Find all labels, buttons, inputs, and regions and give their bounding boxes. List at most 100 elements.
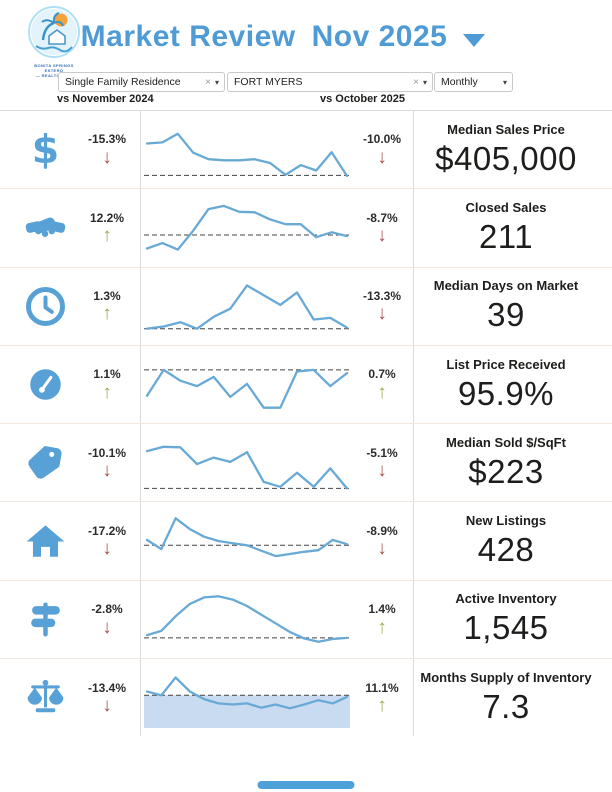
- metric-label: Median Sold $/SqFt: [446, 434, 566, 450]
- yoy-trend-arrow-icon: ↓: [102, 616, 112, 638]
- sparkline-chart: [144, 368, 350, 409]
- metric-row: 1.3% ↑ -13.3% ↓ Median Days on Market 39: [0, 266, 612, 345]
- signpost-icon: [12, 598, 78, 641]
- frequency-value: Monthly: [441, 76, 478, 88]
- mom-change: -8.7% ↓: [351, 211, 413, 245]
- frequency-select[interactable]: Monthly ▾: [434, 72, 513, 92]
- logo-org-name: BONITA SPRINGS ESTERO: [34, 63, 74, 74]
- mom-change: -5.1% ↓: [351, 446, 413, 480]
- metric-label: New Listings: [465, 513, 547, 529]
- yoy-change: -13.4% ↓: [78, 681, 136, 715]
- sparkline: [141, 433, 351, 493]
- location-value: FORT MYERS: [234, 76, 303, 88]
- sparkline-chart: [144, 284, 350, 331]
- dollar-icon: $: [12, 128, 78, 171]
- mom-trend-arrow-icon: ↑: [377, 616, 387, 638]
- brand-logo: BONITA SPRINGS ESTERO — REALTORS —: [26, 6, 82, 79]
- metric-value: 7.3: [482, 687, 530, 725]
- yoy-trend-arrow-icon: ↓: [102, 538, 112, 560]
- logo-org-suffix: — REALTORS —: [35, 73, 73, 79]
- mom-trend-arrow-icon: ↑: [377, 381, 387, 403]
- mom-trend-arrow-icon: ↓: [377, 225, 387, 247]
- handshake-icon: [12, 206, 78, 249]
- sparkline: [141, 120, 351, 180]
- yoy-percent: 1.3%: [93, 289, 121, 304]
- mom-percent: -8.7%: [366, 210, 398, 225]
- sparkline: [141, 276, 351, 336]
- mom-percent: -10.0%: [362, 132, 402, 147]
- metric-value: 39: [487, 296, 525, 334]
- sparkline-chart: [144, 517, 350, 558]
- mom-trend-arrow-icon: ↑: [377, 694, 387, 716]
- report-period: Nov 2025: [311, 20, 448, 53]
- metric-value: 1,545: [463, 609, 549, 647]
- metric-label: List Price Received: [446, 356, 566, 372]
- sparkline-chart: [144, 132, 350, 177]
- metric-value: $405,000: [435, 139, 577, 177]
- metric-row: 12.2% ↑ -8.7% ↓ Closed Sales 211: [0, 188, 612, 267]
- compare-yoy-header: vs November 2024: [57, 93, 154, 105]
- tag-icon: [12, 441, 78, 484]
- mom-change: -10.0% ↓: [351, 132, 413, 166]
- metric-row: -2.8% ↓ 1.4% ↑ Active Inventory 1,545: [0, 579, 612, 659]
- metric-row: -10.1% ↓ -5.1% ↓ Median Sold $/SqFt $223: [0, 423, 612, 502]
- sparkline-chart: [144, 204, 350, 251]
- yoy-trend-arrow-icon: ↓: [102, 146, 112, 168]
- mom-trend-arrow-icon: ↓: [377, 303, 387, 325]
- metric-label: Median Sales Price: [447, 121, 565, 137]
- mom-percent: 0.7%: [368, 367, 396, 382]
- realtor-logo-icon: [28, 6, 80, 58]
- property-type-select[interactable]: Single Family Residence × ▾: [58, 72, 225, 92]
- metric-row: 1.1% ↑ 0.7% ↑ List Price Received 95.9%: [0, 344, 612, 424]
- clear-icon[interactable]: ×: [205, 76, 211, 88]
- yoy-change: 12.2% ↑: [78, 211, 136, 245]
- sparkline: [141, 511, 351, 571]
- mom-trend-arrow-icon: ↓: [377, 538, 387, 560]
- yoy-percent: -13.4%: [87, 680, 127, 695]
- compare-mom-header: vs October 2025: [320, 93, 405, 105]
- svg-text:$: $: [31, 128, 58, 171]
- mom-change: -13.3% ↓: [351, 289, 413, 323]
- page-indicator: [257, 781, 355, 789]
- mom-percent: -13.3%: [362, 289, 402, 304]
- metric-label: Active Inventory: [455, 591, 557, 607]
- metric-value: 428: [477, 531, 535, 569]
- yoy-percent: -10.1%: [87, 445, 127, 460]
- period-dropdown-caret-icon[interactable]: [463, 33, 486, 47]
- chevron-down-icon[interactable]: ▾: [502, 77, 507, 87]
- yoy-percent: 1.1%: [93, 367, 121, 382]
- metrics-table: $ -15.3% ↓ -10.0% ↓ Median Sales Price $…: [0, 110, 612, 737]
- mom-change: 0.7% ↑: [351, 367, 413, 401]
- metric-value: $223: [468, 452, 544, 490]
- property-type-value: Single Family Residence: [65, 76, 181, 88]
- sparkline-chart: [144, 445, 350, 490]
- yoy-change: -17.2% ↓: [78, 524, 136, 558]
- sparkline: [141, 198, 351, 258]
- yoy-percent: 12.2%: [89, 210, 125, 225]
- clock-icon: [12, 285, 78, 328]
- sparkline: [141, 355, 351, 415]
- sparkline-chart: [144, 595, 350, 644]
- metric-label: Closed Sales: [465, 199, 547, 215]
- yoy-percent: -15.3%: [87, 132, 127, 147]
- metric-label: Months Supply of Inventory: [420, 669, 592, 685]
- location-select[interactable]: FORT MYERS × ▾: [227, 72, 433, 92]
- chevron-down-icon[interactable]: ▾: [214, 77, 219, 87]
- yoy-change: 1.3% ↑: [78, 289, 136, 323]
- mom-change: 1.4% ↑: [351, 602, 413, 636]
- chevron-down-icon[interactable]: ▾: [422, 77, 427, 87]
- mom-trend-arrow-icon: ↓: [377, 146, 387, 168]
- mom-percent: 11.1%: [365, 680, 399, 695]
- metric-value: 211: [478, 217, 534, 255]
- clear-icon[interactable]: ×: [413, 76, 419, 88]
- scales-icon: [12, 676, 78, 719]
- yoy-trend-arrow-icon: ↑: [102, 381, 112, 403]
- yoy-trend-arrow-icon: ↑: [102, 225, 112, 247]
- metric-row: -13.4% ↓ 11.1% ↑ Months Supply of Invent…: [0, 658, 612, 737]
- yoy-trend-arrow-icon: ↓: [102, 460, 112, 482]
- mom-change: 11.1% ↑: [351, 681, 413, 715]
- sparkline-chart: [144, 676, 350, 728]
- yoy-change: -2.8% ↓: [78, 602, 136, 636]
- metric-label: Median Days on Market: [433, 278, 579, 294]
- sparkline: [141, 589, 351, 649]
